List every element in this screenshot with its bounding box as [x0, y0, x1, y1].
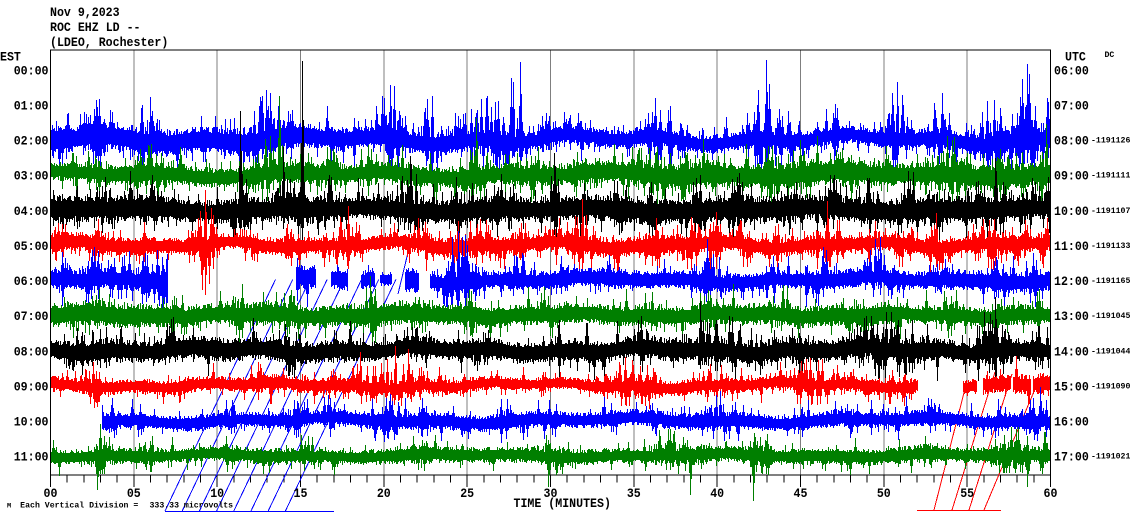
svg-text:-1191133: -1191133 [1091, 242, 1130, 251]
svg-text:DC: DC [1105, 51, 1115, 60]
svg-text:05:00: 05:00 [14, 239, 49, 254]
svg-text:-1191044: -1191044 [1091, 347, 1130, 356]
svg-text:45: 45 [794, 486, 808, 501]
svg-text:UTC: UTC [1065, 50, 1086, 65]
svg-text:35: 35 [627, 486, 641, 501]
svg-text:ROC EHZ LD --: ROC EHZ LD -- [50, 20, 141, 35]
svg-text:-1191126: -1191126 [1091, 137, 1130, 146]
svg-text:11:00: 11:00 [14, 450, 49, 465]
svg-text:333.33 microvolts: 333.33 microvolts [150, 501, 234, 511]
svg-text:TIME (MINUTES): TIME (MINUTES) [514, 496, 611, 511]
svg-text:13:00: 13:00 [1054, 309, 1089, 324]
svg-text:17:00: 17:00 [1054, 450, 1089, 465]
svg-text:12:00: 12:00 [1054, 274, 1089, 289]
svg-text:09:00: 09:00 [14, 379, 49, 394]
svg-text:07:00: 07:00 [1054, 98, 1089, 113]
svg-text:04:00: 04:00 [14, 204, 49, 219]
svg-text:-1191021: -1191021 [1091, 453, 1130, 462]
svg-text:50: 50 [877, 486, 891, 501]
svg-text:05: 05 [127, 486, 141, 501]
svg-text:00:00: 00:00 [14, 63, 49, 78]
svg-text:-1191111: -1191111 [1091, 172, 1130, 181]
svg-text:-1191165: -1191165 [1091, 277, 1130, 286]
svg-text:20: 20 [377, 486, 391, 501]
svg-text:-1191090: -1191090 [1091, 382, 1130, 391]
svg-text:03:00: 03:00 [14, 169, 49, 184]
svg-text:30: 30 [544, 486, 558, 501]
svg-text:-1191045: -1191045 [1091, 312, 1130, 321]
svg-text:11:00: 11:00 [1054, 239, 1089, 254]
svg-text:M: M [7, 503, 11, 510]
svg-text:40: 40 [710, 486, 724, 501]
svg-text:EST: EST [0, 50, 21, 65]
svg-text:16:00: 16:00 [1054, 415, 1089, 430]
svg-text:60: 60 [1044, 486, 1058, 501]
svg-text:25: 25 [460, 486, 474, 501]
svg-text:15: 15 [294, 486, 308, 501]
svg-text:10: 10 [210, 486, 224, 501]
svg-text:08:00: 08:00 [14, 344, 49, 359]
svg-text:06:00: 06:00 [14, 274, 49, 289]
svg-text:09:00: 09:00 [1054, 169, 1089, 184]
svg-text:07:00: 07:00 [14, 309, 49, 324]
svg-text:10:00: 10:00 [1054, 204, 1089, 219]
svg-text:55: 55 [960, 486, 974, 501]
svg-text:10:00: 10:00 [14, 415, 49, 430]
svg-text:Each Vertical Division =: Each Vertical Division = [20, 501, 138, 511]
svg-text:Nov 9,2023: Nov 9,2023 [50, 5, 120, 20]
svg-text:-1191107: -1191107 [1091, 207, 1130, 216]
svg-text:15:00: 15:00 [1054, 379, 1089, 394]
svg-text:00: 00 [44, 486, 58, 501]
svg-text:01:00: 01:00 [14, 98, 49, 113]
svg-text:02:00: 02:00 [14, 134, 49, 149]
svg-text:08:00: 08:00 [1054, 134, 1089, 149]
svg-text:06:00: 06:00 [1054, 63, 1089, 78]
svg-text:14:00: 14:00 [1054, 344, 1089, 359]
svg-text:(LDEO, Rochester): (LDEO, Rochester) [50, 35, 168, 50]
